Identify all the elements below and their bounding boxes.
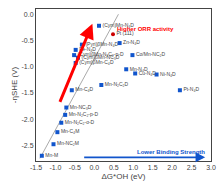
svg-text:Higher ORR activity: Higher ORR activity [117, 26, 174, 32]
svg-text:Pt (111): Pt (111) [117, 30, 134, 36]
svg-text:0.0: 0.0 [24, 11, 34, 18]
svg-text:2.5: 2.5 [187, 164, 197, 171]
svg-text:2.0: 2.0 [167, 164, 177, 171]
svg-text:-2.5: -2.5 [22, 142, 34, 149]
svg-text:-1.5: -1.5 [22, 89, 34, 96]
svg-text:Mn-C₄M: Mn-C₄M [61, 128, 79, 134]
svg-text:-2.0: -2.0 [22, 116, 34, 123]
svg-text:(Cym)βMn-NC₃D: (Cym)βMn-NC₃D [82, 54, 120, 60]
svg-text:-1.5: -1.5 [30, 164, 42, 171]
svg-text:-0.5: -0.5 [69, 164, 81, 171]
svg-text:(Cym)βMn-N₂C₂-p-D: (Cym)βMn-N₂C₂-p-D [78, 51, 124, 57]
svg-text:Mn-N₂C₂-o-D: Mn-N₂C₂-o-D [65, 119, 95, 125]
svg-text:Zn-N₄D: Zn-N₄D [123, 39, 140, 45]
svg-text:Mn-N₂C₂-p-D: Mn-N₂C₂-p-D [69, 111, 99, 117]
svg-text:-ηSHE (V): -ηSHE (V) [10, 66, 19, 103]
svg-text:(Cym)Mn-N₄D: (Cym)Mn-N₄D [103, 22, 135, 28]
svg-text:-1.0: -1.0 [22, 63, 34, 70]
svg-text:Lower Binding Strength: Lower Binding Strength [137, 149, 205, 155]
svg-text:0.5: 0.5 [109, 164, 119, 171]
svg-text:Mn-C₄D: Mn-C₄D [75, 86, 93, 92]
svg-text:1.0: 1.0 [128, 164, 138, 171]
svg-text:-0.5: -0.5 [22, 37, 34, 44]
svg-text:Ni-N₄D: Ni-N₄D [160, 71, 176, 77]
svg-text:(Cym)βMn-C₄D: (Cym)βMn-C₄D [79, 59, 114, 65]
svg-text:Pt-N₄D: Pt-N₄D [183, 86, 199, 92]
svg-text:Mn-NC₂M: Mn-NC₂M [57, 140, 79, 146]
svg-text:Mn-N₂C₂D: Mn-N₂C₂D [105, 81, 129, 87]
svg-text:ΔG*OH (eV): ΔG*OH (eV) [101, 172, 145, 181]
svg-text:3.0: 3.0 [206, 164, 216, 171]
svg-text:Co/Mn-NC₂D: Co/Mn-NC₂D [136, 51, 166, 57]
svg-text:Mn-M: Mn-M [45, 152, 58, 158]
svg-text:Mn-N₄D: Mn-N₄D [130, 66, 148, 72]
svg-text:(Pyri)βMn-N₄D: (Pyri)βMn-N₄D [85, 41, 118, 47]
svg-text:0.0: 0.0 [89, 164, 99, 171]
svg-text:1.5: 1.5 [148, 164, 158, 171]
svg-text:Fe-N₄D: Fe-N₄D [79, 46, 96, 52]
svg-text:Mn-NC₃D: Mn-NC₃D [70, 104, 92, 110]
svg-text:Cu-N₄D: Cu-N₄D [139, 70, 157, 76]
svg-text:-1.0: -1.0 [49, 164, 61, 171]
